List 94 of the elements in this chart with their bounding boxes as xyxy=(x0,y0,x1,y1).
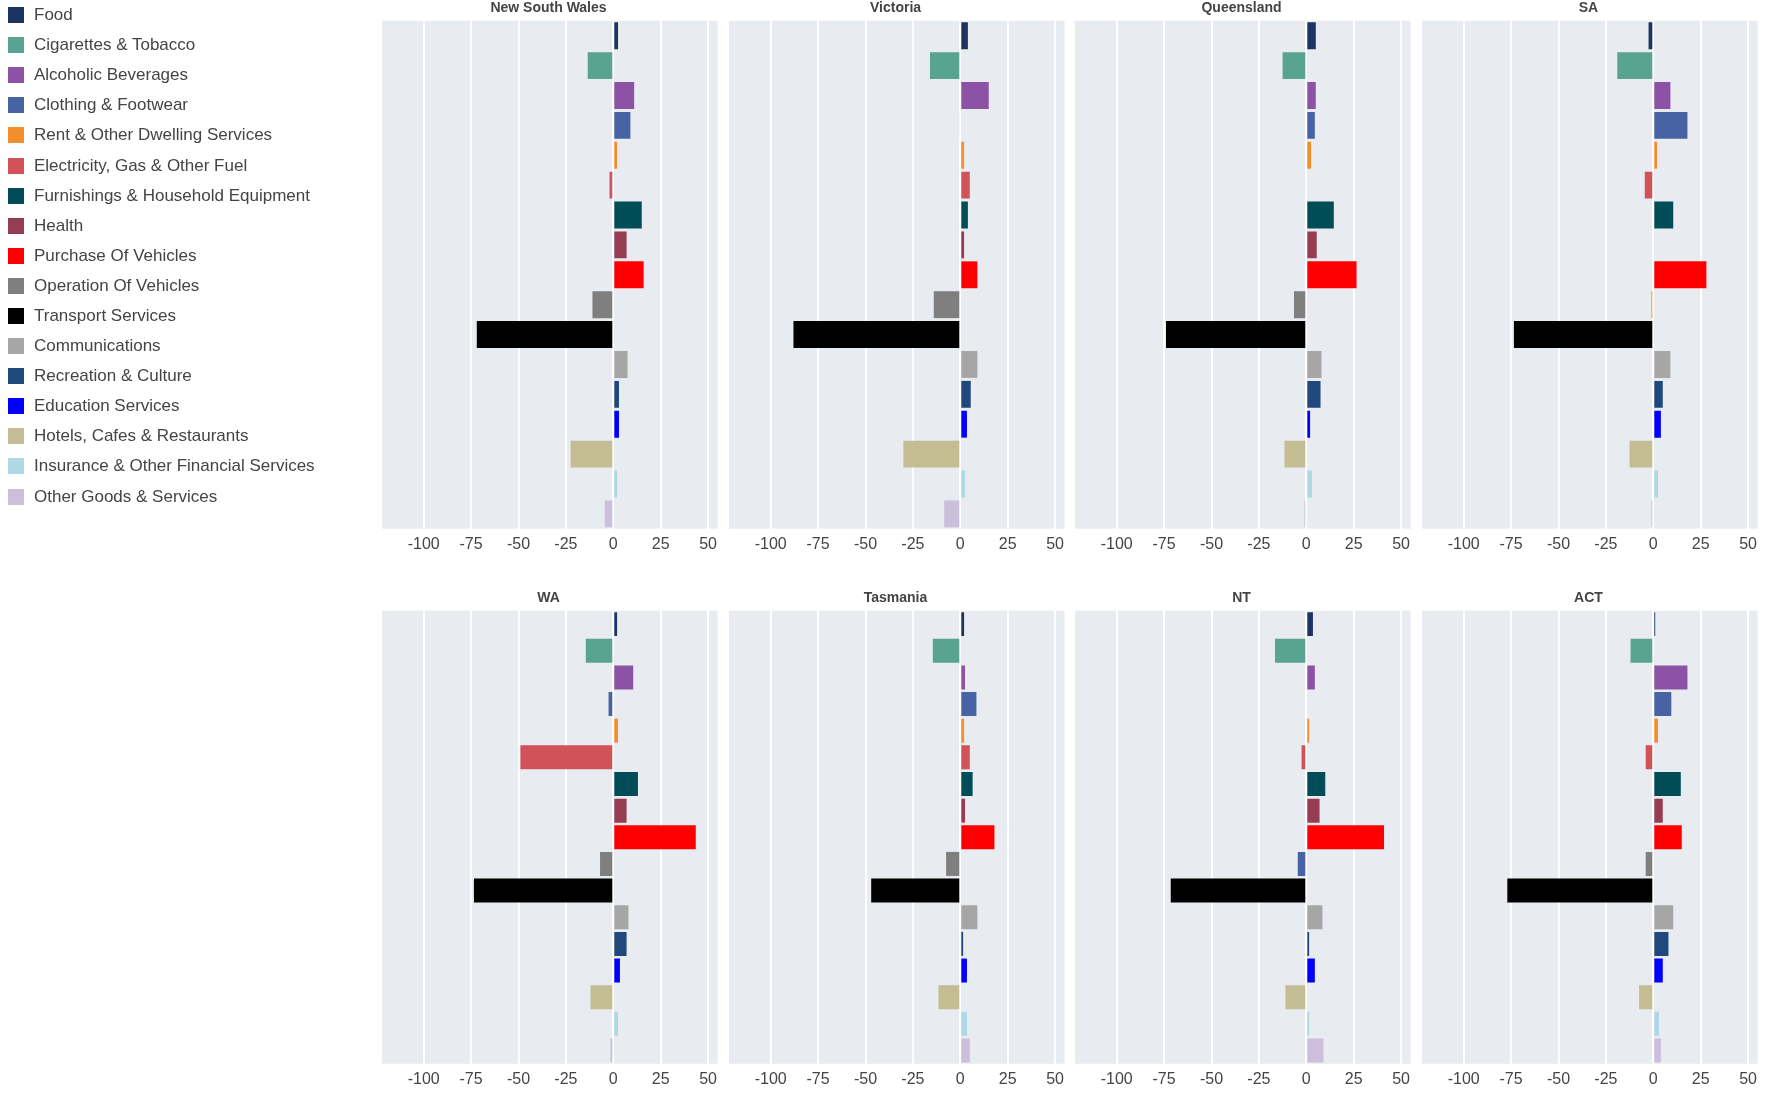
x-tick-label: 50 xyxy=(1738,1069,1757,1087)
x-tick-label: -25 xyxy=(1593,534,1618,552)
chart-title: Victoria xyxy=(869,0,921,16)
bar xyxy=(1653,351,1670,378)
bar xyxy=(1653,111,1687,139)
x-tick-label: -75 xyxy=(1499,534,1523,552)
x-tick-label: -25 xyxy=(554,534,578,552)
legend-label: Cigarettes & Tobacco xyxy=(34,35,196,56)
legend-label: Health xyxy=(34,215,84,236)
x-tick-label: -50 xyxy=(506,534,531,552)
x-tick-label: -100 xyxy=(1100,1069,1133,1087)
x-tick-label: -25 xyxy=(900,1069,925,1087)
x-tick-label: 0 xyxy=(1301,534,1311,552)
x-tick-label: 0 xyxy=(955,534,965,552)
x-tick-label: -50 xyxy=(1199,1069,1224,1087)
chart-title: Queensland xyxy=(1201,0,1282,16)
legend-label: Food xyxy=(34,5,73,26)
x-tick-label: -50 xyxy=(1546,534,1570,552)
x-tick-label: 0 xyxy=(955,1069,965,1087)
x-tick-label: -75 xyxy=(1152,534,1176,552)
bar xyxy=(1653,470,1658,498)
x-tick-label: 50 xyxy=(1392,1069,1411,1087)
x-tick-label: 25 xyxy=(1344,1069,1363,1087)
legend-label: Rent & Other Dwelling Services xyxy=(34,125,273,146)
x-tick-label: -75 xyxy=(806,534,830,552)
bar xyxy=(1653,82,1670,109)
legend-label: Operation Of Vehicles xyxy=(34,275,200,296)
bar xyxy=(1616,52,1652,80)
legend-label: Purchase Of Vehicles xyxy=(34,245,197,266)
x-tick-label: -25 xyxy=(1593,1069,1618,1087)
x-tick-label: -100 xyxy=(754,534,787,552)
chart-title: New South Wales xyxy=(490,0,607,16)
x-tick-label: 0 xyxy=(1648,1069,1658,1087)
x-tick-label: 50 xyxy=(1392,534,1411,552)
x-tick-label: 0 xyxy=(1648,534,1658,552)
x-tick-label: -100 xyxy=(407,1069,440,1087)
legend-label: Education Services xyxy=(34,396,180,417)
x-tick-label: 0 xyxy=(608,1069,618,1087)
x-tick-label: -50 xyxy=(853,534,877,552)
chart-title: Tasmania xyxy=(863,589,927,606)
x-tick-label: 25 xyxy=(1691,1069,1710,1087)
x-tick-label: 25 xyxy=(651,534,670,552)
x-tick-label: 25 xyxy=(998,1069,1017,1087)
x-tick-label: 0 xyxy=(608,534,618,552)
x-tick-label: 25 xyxy=(1691,534,1710,552)
x-tick-label: -100 xyxy=(1447,534,1480,552)
chart-title: NT xyxy=(1232,589,1252,606)
bar xyxy=(1653,261,1706,289)
x-tick-label: 50 xyxy=(1738,534,1757,552)
x-tick-label: 25 xyxy=(998,534,1017,552)
x-tick-label: 0 xyxy=(1301,1069,1311,1087)
x-tick-label: -75 xyxy=(1499,1069,1523,1087)
legend-label: Other Goods & Services xyxy=(34,486,218,507)
bar xyxy=(1653,201,1673,229)
legend-label: Furnishings & Household Equipment xyxy=(34,185,310,206)
chart-title: ACT xyxy=(1573,589,1603,606)
x-tick-label: 25 xyxy=(1344,534,1363,552)
bar xyxy=(1644,171,1652,199)
x-tick-label: 50 xyxy=(699,1069,718,1087)
x-tick-label: -75 xyxy=(806,1069,830,1087)
x-tick-label: 25 xyxy=(651,1069,670,1087)
x-tick-label: -100 xyxy=(1100,534,1133,552)
x-tick-label: -25 xyxy=(900,534,925,552)
x-tick-label: -50 xyxy=(853,1069,877,1087)
chart-title: WA xyxy=(537,589,560,606)
legend-label: Recreation & Culture xyxy=(34,366,192,387)
x-tick-label: -25 xyxy=(1247,534,1271,552)
bar xyxy=(1653,410,1661,438)
x-tick-label: -50 xyxy=(506,1069,531,1087)
legend-label: Clothing & Footwear xyxy=(34,95,189,116)
x-tick-label: -100 xyxy=(1447,1069,1480,1087)
legend-label: Hotels, Cafes & Restaurants xyxy=(34,426,249,447)
x-tick-label: 50 xyxy=(699,534,718,552)
bar xyxy=(1513,321,1652,349)
bar xyxy=(1629,440,1652,468)
x-tick-label: -100 xyxy=(407,534,440,552)
x-tick-label: -25 xyxy=(1247,1069,1271,1087)
legend-label: Communications xyxy=(34,336,161,357)
x-tick-label: 50 xyxy=(1045,534,1064,552)
chart-title: SA xyxy=(1578,0,1598,16)
x-tick-label: -25 xyxy=(554,1069,578,1087)
legend-label: Insurance & Other Financial Services xyxy=(34,456,315,477)
bar xyxy=(1653,380,1663,408)
x-tick-label: -75 xyxy=(459,534,483,552)
legend-label: Alcoholic Beverages xyxy=(34,65,189,86)
x-tick-label: -75 xyxy=(1152,1069,1176,1087)
x-tick-label: 50 xyxy=(1045,1069,1064,1087)
legend-label: Electricity, Gas & Other Fuel xyxy=(34,155,248,176)
x-tick-label: -50 xyxy=(1199,534,1224,552)
x-tick-label: -100 xyxy=(754,1069,787,1087)
x-tick-label: -50 xyxy=(1546,1069,1570,1087)
bar xyxy=(1653,141,1657,169)
x-tick-label: -75 xyxy=(459,1069,483,1087)
legend-label: Transport Services xyxy=(34,305,177,326)
